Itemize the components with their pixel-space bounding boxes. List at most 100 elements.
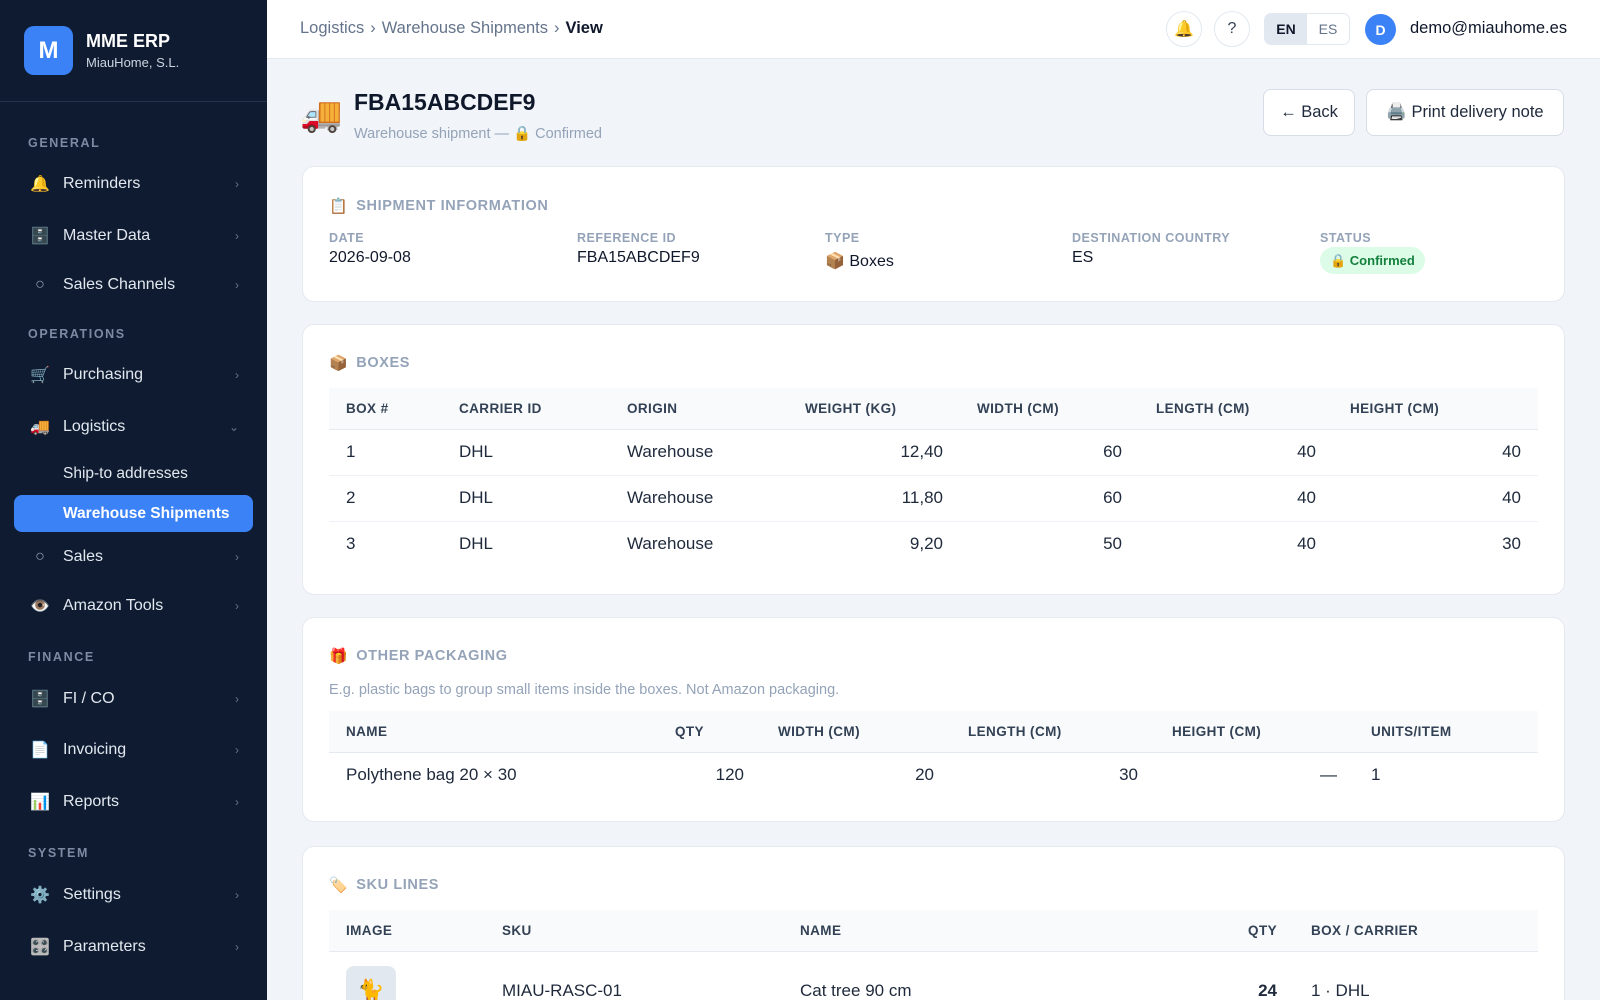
table-row: Polythene bag 20 × 30 120 20 30 — 1 <box>329 752 1538 798</box>
sidebar-item-label: Amazon Tools <box>63 597 164 614</box>
column-header: WEIGHT (KG) <box>788 388 960 430</box>
other-packaging-table: NAME QTY WIDTH (CM) LENGTH (CM) HEIGHT (… <box>329 711 1538 798</box>
table-cell: 2 <box>329 475 442 522</box>
sidebar-item-label: Reports <box>63 793 120 810</box>
table-cell: 24 <box>1258 981 1277 1000</box>
table-row: 🐈 MIAU-RASC-01 Cat tree 90 cm 24 1 · DHL <box>329 951 1538 1000</box>
sidebar-item-purchasing[interactable]: 🛒 Purchasing › <box>14 356 253 394</box>
lang-es-button[interactable]: ES <box>1318 21 1338 37</box>
avatar[interactable]: D <box>1365 14 1396 45</box>
table-row: 3 DHL Warehouse 9,20 50 40 30 <box>329 521 1538 567</box>
bell-icon: 🔔 <box>1174 21 1194 38</box>
product-image[interactable]: 🐈 <box>346 966 396 1000</box>
sidebar-item-amazon-tools[interactable]: 👁️ Amazon Tools › <box>14 587 253 625</box>
lang-en-button[interactable]: EN <box>1265 14 1307 44</box>
card-title-text: BOXES <box>356 355 411 371</box>
print-delivery-note-button[interactable]: 🖨️ Print delivery note <box>1366 89 1564 136</box>
table-cell: 40 <box>1333 429 1538 476</box>
table-cell: Warehouse <box>610 475 788 522</box>
breadcrumb-separator: › <box>370 19 376 37</box>
truck-icon: 🚚 <box>30 419 50 436</box>
nav-section-system: SYSTEM <box>28 846 89 860</box>
breadcrumb: Logistics › Warehouse Shipments › View <box>300 19 603 38</box>
clipboard-icon: 📋 <box>329 198 349 215</box>
column-header: QTY <box>1166 910 1294 952</box>
column-header: SKU <box>485 910 783 952</box>
column-header: BOX / CARRIER <box>1294 910 1538 952</box>
column-header: QTY <box>658 711 761 753</box>
column-header: NAME <box>329 711 658 753</box>
page-subtitle: Warehouse shipment — 🔒 Confirmed <box>354 126 603 142</box>
field-value-reference-id: FBA15ABCDEF9 <box>577 249 700 266</box>
help-button[interactable]: ? <box>1214 11 1250 47</box>
package-icon: 📦 <box>329 355 349 372</box>
card-title: 📦 BOXES <box>329 354 410 372</box>
chevron-right-icon: › <box>235 888 239 902</box>
brand-name: MME ERP <box>86 31 171 51</box>
table-cell: — <box>1320 765 1337 785</box>
user-email[interactable]: demo@miauhome.es <box>1410 19 1568 37</box>
sidebar-item-master-data[interactable]: 🗄️ Master Data › <box>14 217 253 255</box>
sidebar-item-reminders[interactable]: 🔔 Reminders › <box>14 165 253 203</box>
sidebar-item-label: Sales Channels <box>63 276 176 293</box>
column-header: CARRIER ID <box>442 388 610 430</box>
sidebar-item-label: Purchasing <box>63 366 144 383</box>
notifications-button[interactable]: 🔔 <box>1166 11 1202 47</box>
breadcrumb-separator: › <box>554 19 560 37</box>
table-cell: 30 <box>1119 765 1138 785</box>
sidebar-item-label: Sales <box>63 548 104 565</box>
sidebar-item-fi-co[interactable]: 🗄️ FI / CO › <box>14 680 253 718</box>
back-button[interactable]: ← Back <box>1263 89 1355 136</box>
table-cell: 9,20 <box>909 534 943 554</box>
breadcrumb-current: View <box>565 19 603 37</box>
table-row: 1 DHL Warehouse 12,40 60 40 40 <box>329 429 1538 476</box>
breadcrumb-warehouse-shipments[interactable]: Warehouse Shipments <box>381 19 549 37</box>
card-title: 🏷️ SKU LINES <box>329 876 439 894</box>
table-cell: DHL <box>459 534 494 554</box>
table-row: 2 DHL Warehouse 11,80 60 40 40 <box>329 475 1538 522</box>
table-cell: Cat tree 90 cm <box>800 981 912 1000</box>
sidebar-item-invoicing[interactable]: 📄 Invoicing › <box>14 731 253 769</box>
status-badge: 🔒 Confirmed <box>1320 247 1425 274</box>
sidebar-subitem-warehouse-shipments[interactable]: Warehouse Shipments <box>14 495 253 532</box>
sidebar-item-parameters[interactable]: 🎛️ Parameters › <box>14 928 253 966</box>
eye-icon: 👁️ <box>30 598 50 615</box>
sku-lines-card: 🏷️ SKU LINES IMAGE SKU NAME QTY BOX / CA… <box>302 846 1565 1000</box>
table-cell: 60 <box>960 429 1139 476</box>
sidebar-item-settings[interactable]: ⚙️ Settings › <box>14 876 253 914</box>
brand[interactable]: M MME ERP MiauHome, S.L. <box>0 0 267 102</box>
field-label-destination-country: DESTINATION COUNTRY <box>1072 231 1231 245</box>
sku-lines-table: IMAGE SKU NAME QTY BOX / CARRIER 🐈 MIAU-… <box>329 910 1538 1000</box>
card-title-text: SKU LINES <box>356 877 440 893</box>
sidebar-item-sales-channels[interactable]: ○ Sales Channels › <box>14 266 253 304</box>
table-cell: 120 <box>715 765 744 785</box>
field-label-type: TYPE <box>825 231 860 245</box>
sidebar-item-logistics[interactable]: 🚚 Logistics ⌄ <box>14 408 253 446</box>
column-header: WIDTH (CM) <box>960 388 1139 430</box>
table-header-row: NAME QTY WIDTH (CM) LENGTH (CM) HEIGHT (… <box>329 711 1538 753</box>
cart-icon: 🛒 <box>30 367 50 384</box>
sidebar-item-sales[interactable]: ○ Sales › <box>14 538 253 576</box>
column-header: UNITS/ITEM <box>1354 711 1538 753</box>
table-header-row: IMAGE SKU NAME QTY BOX / CARRIER <box>329 910 1538 952</box>
card-title-text: SHIPMENT INFORMATION <box>356 198 549 214</box>
table-cell: MIAU-RASC-01 <box>502 981 622 1000</box>
breadcrumb-logistics[interactable]: Logistics <box>300 19 365 37</box>
table-cell: Warehouse <box>627 534 714 554</box>
nav-section-general: GENERAL <box>28 136 101 150</box>
table-cell: 40 <box>1297 534 1316 554</box>
sidebar-item-label: Master Data <box>63 227 151 244</box>
sidebar: M MME ERP MiauHome, S.L. GENERAL 🔔 Remin… <box>0 0 267 1000</box>
table-cell: 1 <box>1371 765 1381 785</box>
table-cell: 60 <box>960 475 1139 522</box>
chevron-right-icon: › <box>235 550 239 564</box>
table-cell: 40 <box>1333 475 1538 522</box>
sidebar-item-reports[interactable]: 📊 Reports › <box>14 783 253 821</box>
cat-icon: 🐈 <box>357 978 385 1000</box>
sidebar-subitem-ship-to-addresses[interactable]: Ship-to addresses <box>63 464 188 482</box>
sliders-icon: 🎛️ <box>30 939 50 956</box>
chevron-right-icon: › <box>235 692 239 706</box>
brand-company: MiauHome, S.L. <box>86 55 180 70</box>
column-header: ORIGIN <box>610 388 788 430</box>
truck-icon: 🚚 <box>300 96 343 134</box>
